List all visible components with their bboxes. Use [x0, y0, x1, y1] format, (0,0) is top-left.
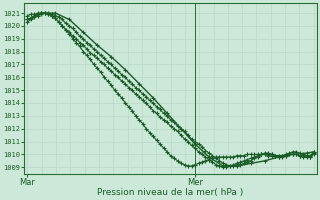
X-axis label: Pression niveau de la mer( hPa ): Pression niveau de la mer( hPa ) — [98, 188, 244, 197]
